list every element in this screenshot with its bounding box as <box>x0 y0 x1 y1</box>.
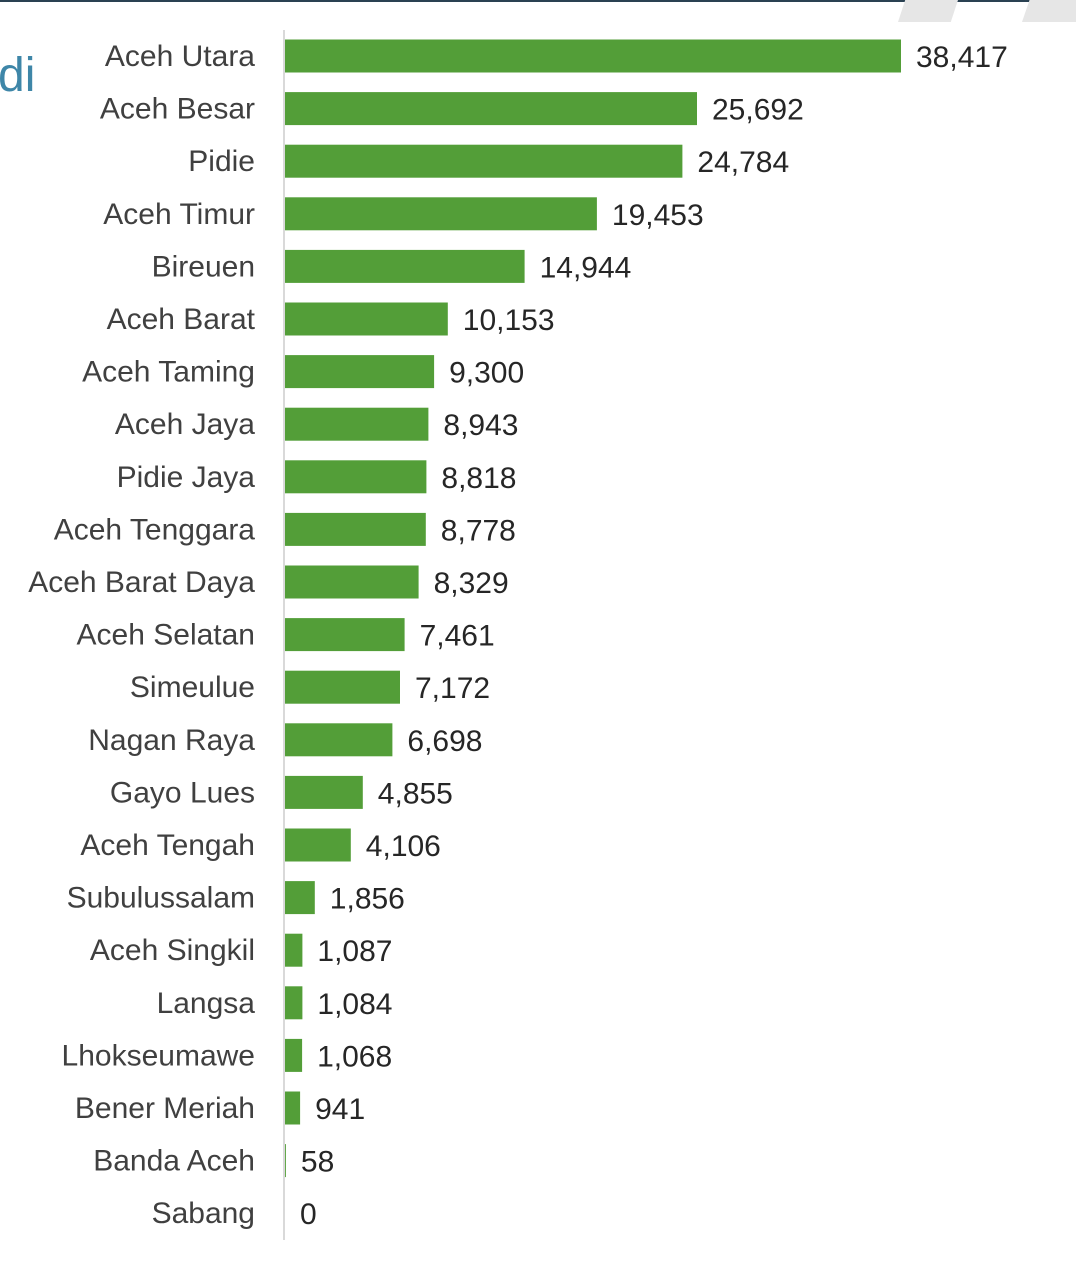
bar <box>285 986 303 1020</box>
data-label: 9,300 <box>449 357 524 390</box>
data-label: 19,453 <box>612 199 704 232</box>
category-label: Sabang <box>152 1197 255 1230</box>
category-label: Pidie <box>188 145 255 178</box>
data-label: 10,153 <box>463 304 555 337</box>
bar <box>285 92 697 126</box>
category-label: Subulussalam <box>67 882 255 915</box>
data-label: 58 <box>301 1146 334 1179</box>
data-label: 4,855 <box>378 777 453 810</box>
data-label: 0 <box>300 1198 317 1231</box>
bar <box>285 723 393 757</box>
category-label: Pidie Jaya <box>117 461 256 494</box>
category-label: Aceh Barat Daya <box>28 566 255 599</box>
bar <box>285 670 400 704</box>
bar <box>285 1144 286 1178</box>
data-label: 38,417 <box>916 41 1008 74</box>
category-label: Bireuen <box>152 250 255 283</box>
data-label: 25,692 <box>712 94 804 127</box>
bar <box>285 1038 303 1072</box>
bar <box>285 1091 301 1125</box>
data-label: 8,818 <box>441 462 516 495</box>
data-label: 1,087 <box>317 935 392 968</box>
bar <box>285 881 315 915</box>
category-label: Aceh Jaya <box>115 408 255 441</box>
data-label: 8,329 <box>434 567 509 600</box>
data-label: 8,943 <box>443 409 518 442</box>
labels-layer: Aceh Utara 38,417 Aceh Besar 25,692 Pidie 24,… <box>28 40 1008 1231</box>
category-label: Simeulue <box>130 671 255 704</box>
bar <box>285 565 419 599</box>
data-label: 1,856 <box>330 883 405 916</box>
bar <box>285 775 363 809</box>
category-label: Aceh Taming <box>82 356 255 389</box>
data-label: 1,084 <box>317 988 392 1021</box>
bar <box>285 407 429 441</box>
data-label: 8,778 <box>441 514 516 547</box>
data-label: 4,106 <box>366 830 441 863</box>
category-label: Aceh Timur <box>103 198 255 231</box>
data-label: 14,944 <box>540 251 632 284</box>
data-label: 24,784 <box>697 146 789 179</box>
data-label: 941 <box>315 1093 365 1126</box>
bar <box>285 144 683 178</box>
decorative-tab <box>1022 0 1076 22</box>
category-label: Aceh Tengah <box>80 829 255 862</box>
category-label: Bener Meriah <box>75 1092 255 1125</box>
slide-title-fragment: di <box>0 49 36 102</box>
bar <box>285 618 405 652</box>
category-label: Lhokseumawe <box>62 1039 255 1072</box>
data-label: 7,172 <box>415 672 490 705</box>
bar <box>285 302 448 336</box>
bar <box>285 355 435 389</box>
bars-layer <box>285 39 901 1178</box>
bar <box>285 460 427 494</box>
decorative-tab <box>898 0 958 22</box>
category-label: Aceh Tenggara <box>54 513 256 546</box>
category-label: Aceh Besar <box>100 93 255 126</box>
category-label: Aceh Singkil <box>90 934 255 967</box>
category-label: Aceh Utara <box>105 40 255 73</box>
bar <box>285 828 351 862</box>
bar <box>285 933 303 967</box>
category-label: Aceh Barat <box>107 303 256 336</box>
category-label: Nagan Raya <box>88 724 255 757</box>
category-label: Langsa <box>157 987 256 1020</box>
data-label: 7,461 <box>420 620 495 653</box>
slide-top-rule <box>0 0 1076 2</box>
data-label: 1,068 <box>317 1040 392 1073</box>
category-label: Banda Aceh <box>93 1145 255 1178</box>
bar <box>285 197 597 231</box>
bar <box>285 512 426 546</box>
category-label: Gayo Lues <box>110 776 255 809</box>
category-label: Aceh Selatan <box>77 619 255 652</box>
bar <box>285 39 901 73</box>
bar <box>285 249 525 283</box>
data-label: 6,698 <box>407 725 482 758</box>
